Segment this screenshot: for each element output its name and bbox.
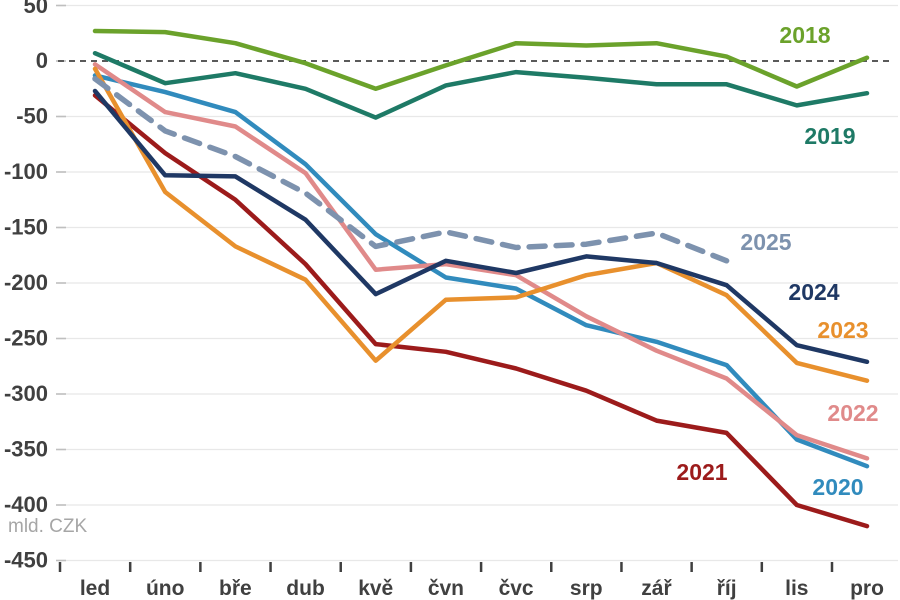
unit-label: mld. CZK: [8, 516, 88, 537]
month-label-1: úno: [146, 577, 184, 600]
series-line-2020: [92, 73, 870, 469]
month-label-7: srp: [570, 577, 603, 600]
month-label-11: pro: [850, 577, 884, 600]
series-label-2018: 2018: [779, 22, 830, 48]
y-axis-label: -150: [4, 215, 48, 240]
series-label-2023: 2023: [817, 317, 868, 343]
month-label-8: zář: [641, 577, 672, 600]
y-axis-label: -400: [4, 492, 48, 517]
series-line-2018: [92, 28, 870, 92]
y-axis-label: -200: [4, 270, 48, 295]
month-label-6: čvc: [499, 577, 534, 600]
y-axis-label: -350: [4, 437, 48, 462]
month-label-3: dub: [286, 577, 324, 600]
month-label-4: kvě: [358, 577, 393, 600]
series-line-2025: [92, 76, 730, 264]
y-axis-label: -50: [16, 104, 48, 129]
month-label-0: led: [80, 577, 110, 600]
series-label-2024: 2024: [788, 279, 839, 305]
y-axis-label: -300: [4, 381, 48, 406]
series-line-2023: [92, 66, 870, 383]
y-axis-label: -450: [4, 548, 48, 573]
series-line-2021: [92, 93, 870, 529]
y-axis-label: 50: [24, 0, 48, 18]
month-label-5: čvn: [428, 577, 464, 600]
y-axis-label: -100: [4, 159, 48, 184]
month-label-9: říj: [717, 577, 737, 600]
series-label-2022: 2022: [827, 400, 878, 426]
series-label-2025: 2025: [740, 229, 791, 255]
series-line-2022: [92, 62, 870, 461]
month-label-2: bře: [219, 577, 252, 600]
y-axis-label: -250: [4, 326, 48, 351]
month-label-10: lis: [785, 577, 808, 600]
series-label-2020: 2020: [812, 474, 863, 500]
y-axis-label: 0: [36, 48, 48, 73]
series-line-2019: [92, 50, 870, 120]
series-line-2024: [92, 88, 870, 365]
series-label-2019: 2019: [804, 123, 855, 149]
series-label-2021: 2021: [676, 459, 727, 485]
